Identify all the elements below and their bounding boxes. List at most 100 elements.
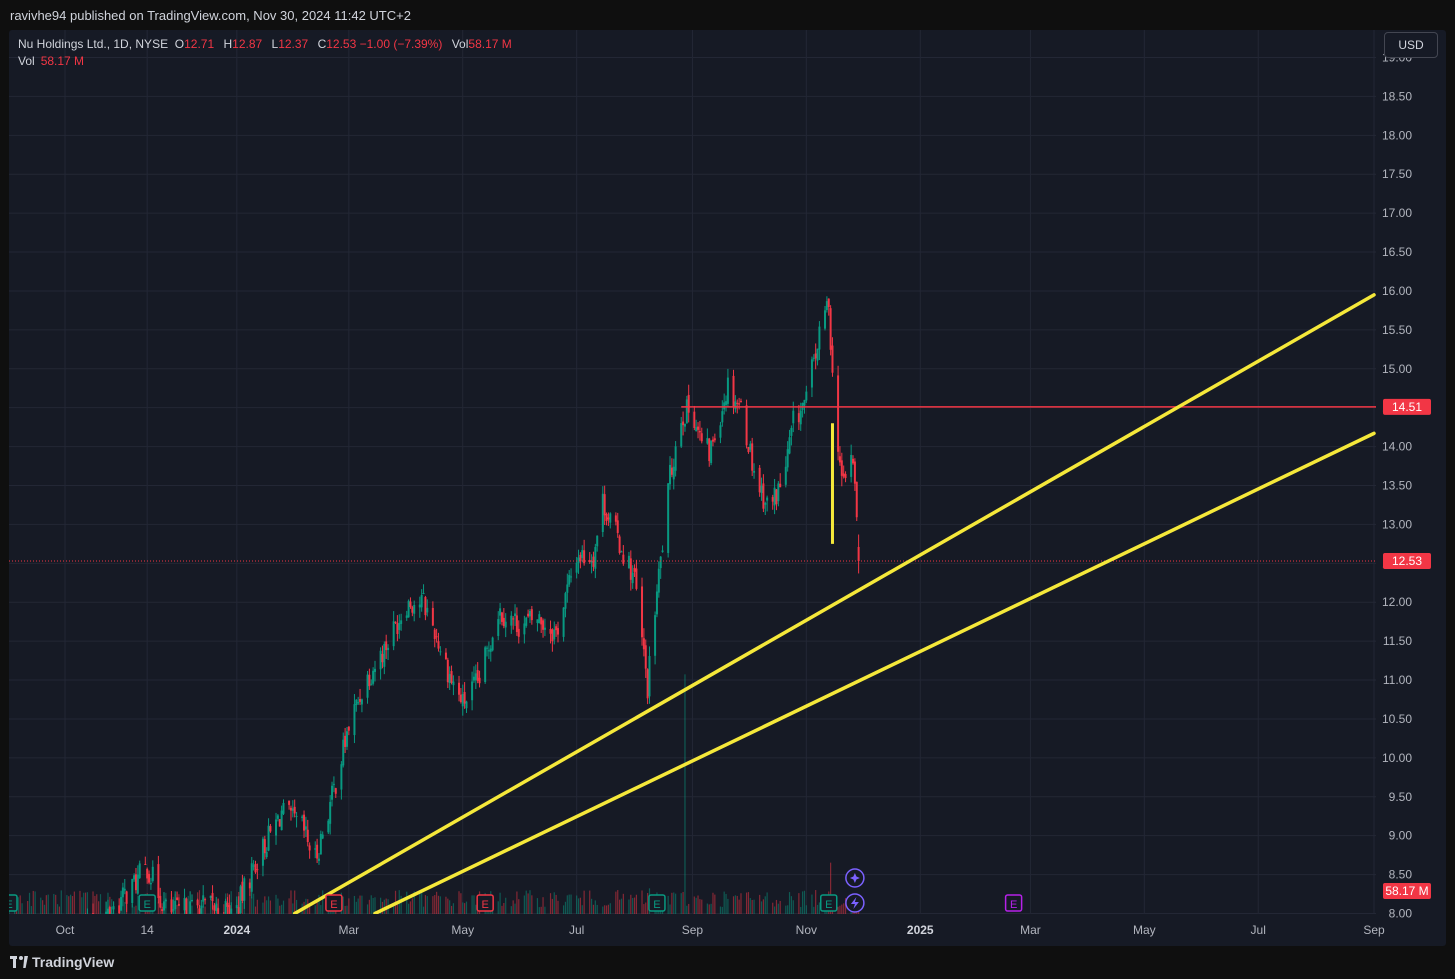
candle-body [556,628,559,635]
candle-body [680,423,683,447]
volume-row-label[interactable]: Vol [18,54,35,68]
candle-body [176,897,179,901]
candle [148,870,151,885]
candle [263,835,266,860]
candle-body [723,402,726,410]
candle-body [751,443,754,471]
candle-body [224,900,227,914]
price-axis-tick: 17.50 [1382,167,1412,181]
earnings-marker[interactable]: E [325,894,343,912]
volume-bar [30,906,33,914]
volume-bar [594,900,596,914]
tradingview-logo[interactable]: TradingView [10,954,114,970]
candle-body [568,575,571,585]
price-axis-tick: 11.50 [1383,634,1412,648]
volume-bar [647,892,649,914]
earnings-marker[interactable]: E [1004,894,1023,912]
close-value: 12.53 [326,37,357,51]
candle [81,927,83,946]
candle-body [131,878,134,904]
currency-button[interactable]: USD [1384,32,1438,58]
candle [667,482,670,558]
dividend-marker[interactable] [845,868,865,888]
symbol-label[interactable]: Nu Holdings Ltd., 1D, NYSE [18,37,169,51]
candle [187,919,189,928]
candle [657,561,660,598]
candle [751,437,754,476]
volume-bar [570,894,572,914]
volume-bar [275,894,277,914]
candle-body [204,899,207,901]
candle-body [504,621,507,628]
candle-body [329,801,332,824]
candle-body [852,458,855,464]
candle [237,896,240,914]
volume-bar [590,898,593,914]
candle-body [491,637,494,651]
volume-bar [777,903,779,914]
candle-body [94,924,96,927]
candle [719,421,722,444]
candle-body [243,878,246,901]
earnings-badge [476,894,494,912]
split-marker[interactable] [845,893,865,913]
volume-bar [262,902,264,914]
candle [250,856,253,899]
time-axis-tick: Sep [682,923,704,937]
candle-body [370,683,373,685]
candle-body [248,882,251,889]
candle-body [304,826,307,830]
candle [594,543,597,579]
volume-bar [320,905,322,914]
candle [631,565,634,589]
candle [226,897,229,914]
candle [641,577,644,646]
volume-bar [34,891,36,914]
price-axis-tick: 8.00 [1389,907,1413,921]
volume-bar [383,899,385,914]
candle [444,648,447,660]
candle [497,611,500,641]
chart-panel[interactable]: EEEEEEE19.0018.5018.0017.5017.0016.5016.… [9,30,1446,946]
candle-body [463,692,466,704]
volume-bar [542,897,544,914]
volume-bar [839,905,841,914]
candle-body [814,353,817,359]
candle [478,670,481,688]
candle [14,936,16,946]
earnings-marker[interactable]: E [648,894,666,912]
volume-bar [421,891,423,914]
candle [551,628,554,652]
candle [633,564,636,577]
volume-bar [439,896,441,914]
candle [327,818,330,835]
candle-body [162,901,165,911]
volume-bar [725,893,727,914]
sparkle-icon [849,873,860,883]
candle-body [209,895,212,898]
candle [779,473,782,488]
candle [353,694,356,744]
volume-bar [841,904,843,914]
candle [474,664,477,690]
earnings-marker[interactable]: E [819,894,838,912]
earnings-marker[interactable]: E [138,894,156,912]
volume-bar [357,898,359,914]
candle-body [484,647,487,683]
earnings-marker[interactable]: E [476,894,494,912]
volume-bar [630,894,632,914]
candle-body [497,619,500,636]
volume-bar [635,894,638,914]
volume-bar [721,906,723,914]
price-chart[interactable]: EEEEEEE19.0018.5018.0017.5017.0016.5016.… [9,30,1446,946]
candle [721,400,724,427]
volume-bar [450,905,453,914]
earnings-marker[interactable]: E [9,894,18,912]
candle [381,645,384,669]
candle [30,926,32,946]
candle-body [345,731,348,747]
candle [840,452,843,487]
candle [670,458,673,478]
volume-bar [734,895,736,914]
volume-bar [529,890,531,914]
